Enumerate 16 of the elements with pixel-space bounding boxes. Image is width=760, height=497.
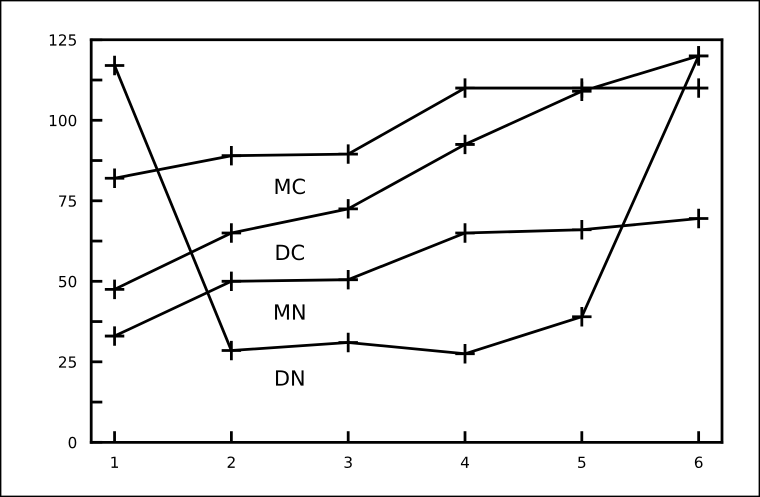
y-tick-label: 100 [50,114,76,126]
y-tick-label: 50 [59,276,76,288]
series-label: MC [276,178,305,194]
x-tick-label: 3 [344,456,352,468]
y-tick-label: 125 [50,34,76,46]
x-tick-label: 2 [228,456,235,468]
y-tick-label: 75 [59,195,76,207]
x-tick-label: 4 [460,456,470,468]
x-tick-label: 5 [578,456,586,468]
y-tick-label: 0 [68,436,76,448]
series-label: DN [276,370,304,386]
x-tick-label: 1 [111,456,118,468]
y-tick-label: 25 [58,356,76,368]
x-tick-label: 6 [694,456,703,468]
series-label: DC [276,244,304,260]
series-label: MN [275,304,305,320]
